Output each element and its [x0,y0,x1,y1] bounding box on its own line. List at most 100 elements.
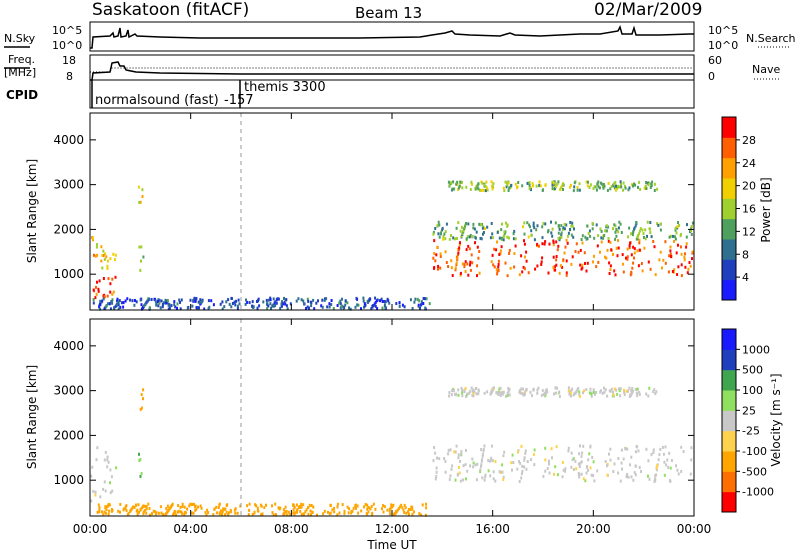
data-cell [248,508,251,512]
data-cell [195,507,198,511]
colorbar-segment [722,390,736,411]
data-cell [471,235,473,239]
data-cell [560,231,563,235]
data-cell [622,457,625,461]
freq-right-tick-top: 60 [708,54,722,67]
data-cell [622,270,625,274]
data-cell [159,306,162,310]
data-cell [631,233,634,237]
data-cell [116,299,118,303]
data-cell [200,506,203,510]
data-cell [623,393,626,397]
data-cell [543,242,546,246]
data-cell [680,274,683,278]
data-cell [629,463,631,467]
data-cell [356,504,359,508]
data-cell [388,301,391,305]
data-cell [513,252,516,256]
data-cell [643,186,646,190]
data-cell [157,304,160,308]
data-cell [552,240,555,244]
data-cell [548,242,551,246]
data-cell [296,508,299,512]
data-cell [110,508,113,511]
data-cell [554,386,557,390]
data-cell [551,227,554,231]
cpid-mode1: normalsound (fast) [95,93,219,108]
data-cell [309,300,312,304]
data-cell [528,187,531,191]
data-cell [96,243,98,247]
data-cell [142,255,145,259]
data-cell [493,247,496,251]
freq-left-tick-top: 18 [62,54,76,67]
y-tick-label: 2000 [53,222,84,236]
data-cell [557,244,560,248]
data-cell [384,306,387,310]
data-cell [620,182,622,186]
data-cell [517,181,520,184]
data-cell [506,183,509,187]
data-cell [207,299,210,303]
x-tick-label: 12:00 [375,522,410,536]
data-cell [321,305,324,309]
y-tick-label: 4000 [53,133,84,147]
data-cell [302,503,305,507]
data-cell [317,299,319,303]
data-cell [454,393,457,396]
data-cell [476,462,479,466]
data-cell [166,504,169,508]
data-cell [395,302,398,305]
data-cell [439,255,442,258]
data-cell [650,235,653,239]
data-cell [473,390,476,394]
data-cell [129,298,132,302]
data-cell [332,307,335,310]
data-cell [548,459,550,463]
data-cell [622,188,624,192]
data-cell [322,512,325,516]
data-cell [456,258,459,262]
data-cell [388,509,391,513]
data-cell [458,471,461,475]
data-cell [338,511,341,515]
data-cell [203,307,206,311]
data-cell [371,511,374,515]
data-cell [140,472,143,475]
data-cell [419,306,421,310]
data-cell [525,259,528,263]
data-cell [514,244,517,248]
data-cell [442,237,445,241]
data-cell [569,185,571,189]
data-cell [597,234,600,238]
data-cell [591,221,594,225]
data-cell [275,301,278,305]
data-cell [598,186,601,190]
data-cell [615,228,618,232]
data-cell [457,253,460,257]
data-cell [644,184,647,188]
data-cell [100,259,103,263]
data-cell [594,392,596,396]
data-cell [199,504,202,508]
data-cell [466,235,469,239]
data-cell [558,395,561,398]
data-cell [606,473,609,477]
colorbar-tick-label: 16 [742,203,756,216]
data-cell [285,304,288,308]
data-cell [667,270,670,274]
data-cell [604,460,607,464]
data-cell [669,466,672,470]
x-tick-label: 16:00 [475,522,510,536]
data-cell [638,232,641,236]
data-cell [455,261,458,265]
data-cell [562,258,565,262]
data-cell [477,187,480,191]
data-cell [316,513,318,517]
data-cell [475,392,478,396]
data-cell [589,234,592,238]
data-cell [634,464,637,468]
data-cell [614,188,617,192]
noise-right-tick-bottom: 10^0 [708,39,738,52]
